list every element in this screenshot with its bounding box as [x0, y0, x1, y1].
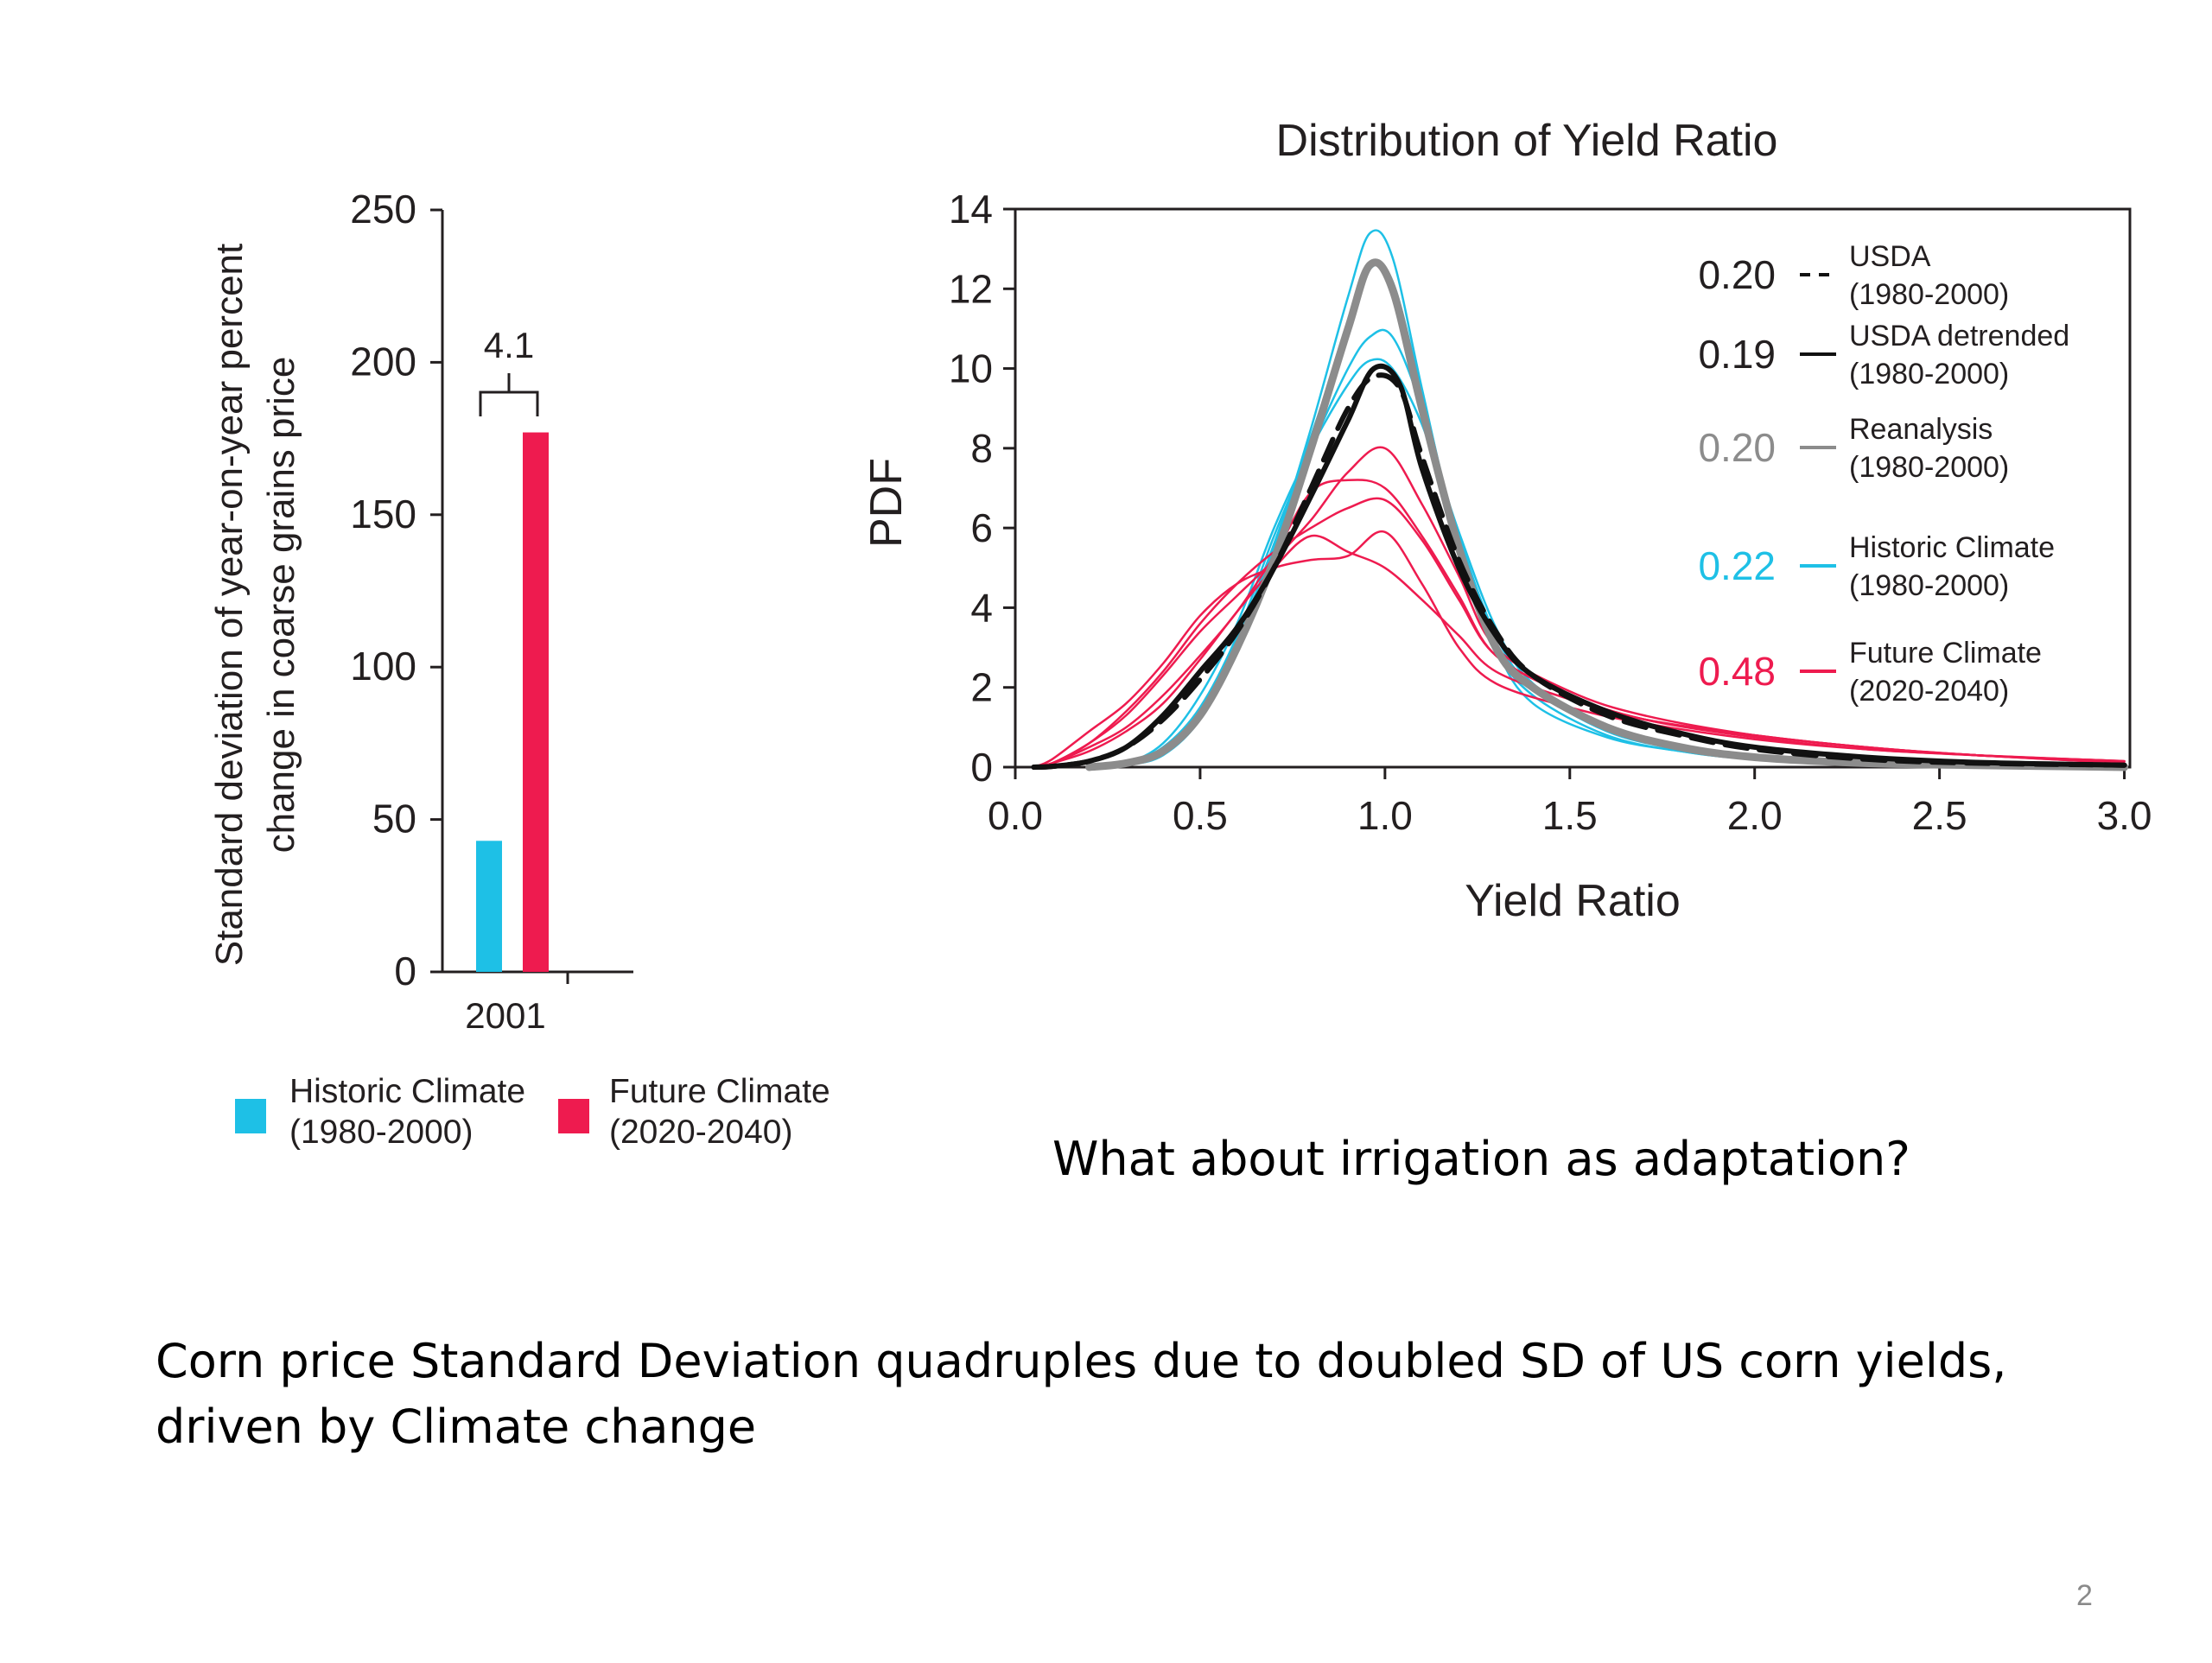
pdf-y-tick-label: 10: [949, 346, 993, 391]
bar-legend-future-label: Future Climate: [609, 1073, 830, 1110]
legend-value: 0.20: [1698, 252, 1776, 297]
line-chart: Distribution of Yield Ratio PDF Yield Ra…: [861, 116, 2152, 926]
bar-y-tick-label: 150: [350, 492, 416, 536]
line-chart-y-ticks: 0 2 4 6 8 10 12 14: [949, 187, 1015, 790]
line-chart-xlabel: Yield Ratio: [1465, 876, 1681, 926]
summary-line-1: Corn price Standard Deviation quadruples…: [156, 1334, 2007, 1388]
slide-summary: Corn price Standard Deviation quadruples…: [156, 1329, 2056, 1460]
pdf-x-tick-label: 1.0: [1357, 793, 1413, 838]
line-chart-ylabel: PDF: [861, 458, 912, 548]
line-chart-x-ticks: 0.0 0.5 1.0 1.5 2.0 2.5 3.0: [988, 767, 2152, 838]
bar-y-tick-label: 0: [394, 949, 416, 993]
bar-chart-bars: [476, 432, 549, 972]
legend-value: 0.20: [1698, 425, 1776, 470]
pdf-series-future-climate: [1033, 534, 2126, 769]
bar-chart-ylabel-line2: change in coarse grains price: [260, 357, 302, 854]
bar-legend-historic-swatch: [235, 1099, 266, 1133]
legend-value: 0.48: [1698, 649, 1776, 694]
irrigation-question: What about irrigation as adaptation?: [1052, 1132, 1910, 1186]
line-chart-legend: 0.20 USDA (1980-2000) 0.19 USDA detrended (19…: [1698, 240, 2069, 708]
pdf-y-tick-label: 12: [949, 266, 993, 311]
legend-series-name: Future Climate: [1849, 637, 2042, 670]
legend-series-period: (1980-2000): [1849, 278, 2009, 311]
bar-chart: Standard deviation of year-on-year perce…: [208, 187, 830, 1151]
legend-series-name: USDA detrended: [1849, 320, 2069, 352]
bar-y-tick-label: 200: [350, 339, 416, 384]
pdf-x-tick-label: 2.5: [1912, 793, 1967, 838]
bar-chart-ratio-bracket: [479, 373, 539, 416]
legend-value: 0.19: [1698, 332, 1776, 377]
bar-chart-ylabel-line1: Standard deviation of year-on-year perce…: [208, 244, 251, 967]
bar-y-tick-label: 100: [350, 644, 416, 689]
legend-series-period: (1980-2000): [1849, 358, 2009, 390]
legend-series-name: Historic Climate: [1849, 531, 2055, 564]
bar-legend-future-swatch: [558, 1099, 589, 1133]
pdf-x-tick-label: 0.5: [1173, 793, 1228, 838]
bar-legend-future-period: (2020-2040): [609, 1114, 792, 1151]
legend-series-period: (1980-2000): [1849, 569, 2009, 602]
pdf-x-tick-label: 0.0: [988, 793, 1043, 838]
pdf-x-tick-label: 3.0: [2097, 793, 2152, 838]
pdf-x-tick-label: 1.5: [1542, 793, 1598, 838]
bar-y-tick-label: 50: [372, 797, 416, 841]
pdf-series-reanalysis: [1085, 258, 2129, 771]
pdf-y-tick-label: 0: [970, 745, 993, 790]
bar-future-climate: [523, 432, 549, 972]
bar-y-tick-label: 250: [350, 187, 416, 232]
legend-series-period: (2020-2040): [1849, 675, 2009, 708]
pdf-series-future-climate: [1033, 497, 2126, 769]
legend-series-period: (1980-2000): [1849, 451, 2009, 484]
line-chart-plot-frame: [1014, 207, 2132, 769]
pdf-series-usda-detrended: [1031, 363, 2127, 770]
pdf-y-tick-label: 2: [970, 665, 993, 710]
bar-chart-ratio-label: 4.1: [484, 325, 534, 365]
bar-chart-y-ticks: 0 50 100 150 200 250: [350, 187, 442, 993]
pdf-y-tick-label: 8: [970, 426, 993, 471]
pdf-y-tick-label: 14: [949, 187, 993, 232]
bar-historic-climate: [476, 841, 502, 972]
line-chart-title: Distribution of Yield Ratio: [1276, 116, 1778, 166]
legend-series-name: Reanalysis: [1849, 413, 1993, 446]
bar-legend-historic-period: (1980-2000): [289, 1114, 473, 1151]
legend-series-name: USDA: [1849, 240, 1931, 273]
bar-legend-historic-label: Historic Climate: [289, 1073, 525, 1110]
pdf-y-tick-label: 6: [970, 505, 993, 550]
slide-number: 2: [2076, 1579, 2093, 1612]
pdf-x-tick-label: 2.0: [1727, 793, 1783, 838]
legend-value: 0.22: [1698, 543, 1776, 588]
line-chart-series: [1031, 229, 2129, 771]
summary-line-2: driven by Climate change: [156, 1400, 757, 1454]
bar-chart-category-label: 2001: [465, 995, 545, 1036]
pdf-y-tick-label: 4: [970, 585, 993, 630]
